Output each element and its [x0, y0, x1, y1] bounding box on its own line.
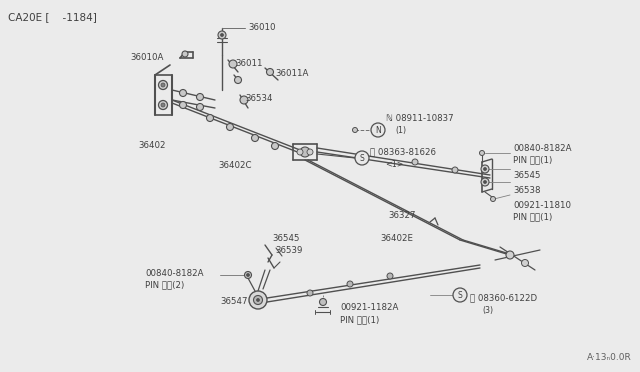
- Text: 36402C: 36402C: [218, 160, 252, 170]
- Text: 36402E: 36402E: [380, 234, 413, 243]
- Text: 36011A: 36011A: [275, 68, 308, 77]
- Text: 36538: 36538: [513, 186, 541, 195]
- Circle shape: [522, 260, 529, 266]
- Circle shape: [234, 77, 241, 83]
- Text: 00921-11810: 00921-11810: [513, 201, 571, 209]
- Circle shape: [481, 165, 489, 173]
- Circle shape: [479, 151, 484, 155]
- Circle shape: [307, 290, 313, 296]
- Text: (3): (3): [482, 305, 493, 314]
- Text: 36547: 36547: [220, 298, 248, 307]
- Text: 36327: 36327: [388, 211, 415, 219]
- Circle shape: [257, 298, 259, 301]
- Circle shape: [453, 288, 467, 302]
- Circle shape: [179, 90, 186, 96]
- Text: S: S: [458, 291, 462, 299]
- Text: A·13ₙ0.0R: A·13ₙ0.0R: [588, 353, 632, 362]
- Circle shape: [182, 51, 188, 57]
- Circle shape: [161, 103, 165, 107]
- Circle shape: [355, 151, 369, 165]
- Text: Ⓢ 08363-81626: Ⓢ 08363-81626: [370, 148, 436, 157]
- Circle shape: [347, 281, 353, 287]
- Circle shape: [506, 251, 514, 259]
- Text: PIN ビン(2): PIN ビン(2): [145, 280, 184, 289]
- Circle shape: [229, 60, 237, 68]
- Circle shape: [218, 31, 226, 39]
- Circle shape: [483, 167, 486, 170]
- Circle shape: [483, 180, 486, 183]
- Text: ℕ 08911-10837: ℕ 08911-10837: [386, 113, 454, 122]
- Circle shape: [490, 196, 495, 202]
- Text: 36539: 36539: [275, 246, 302, 254]
- Text: CA20E [    -1184]: CA20E [ -1184]: [8, 12, 97, 22]
- Circle shape: [246, 273, 250, 276]
- Text: (1): (1): [395, 125, 406, 135]
- Circle shape: [271, 142, 278, 150]
- Circle shape: [481, 178, 489, 186]
- Circle shape: [387, 273, 393, 279]
- Circle shape: [371, 123, 385, 137]
- Circle shape: [249, 291, 267, 309]
- Circle shape: [159, 80, 168, 90]
- Circle shape: [353, 128, 358, 132]
- Text: Ⓢ 08360-6122D: Ⓢ 08360-6122D: [470, 294, 537, 302]
- Circle shape: [221, 33, 223, 36]
- Text: 36534: 36534: [245, 93, 273, 103]
- Text: 00840-8182A: 00840-8182A: [513, 144, 572, 153]
- Text: 36545: 36545: [513, 170, 541, 180]
- Circle shape: [161, 83, 165, 87]
- Circle shape: [240, 96, 248, 104]
- Circle shape: [207, 115, 214, 122]
- Circle shape: [179, 102, 186, 109]
- Text: N: N: [375, 125, 381, 135]
- Circle shape: [307, 149, 313, 155]
- Circle shape: [244, 272, 252, 279]
- Text: 36545: 36545: [272, 234, 300, 243]
- Text: 36010: 36010: [248, 22, 275, 32]
- Text: <1>: <1>: [385, 160, 403, 169]
- Text: PIN ビン(1): PIN ビン(1): [513, 155, 552, 164]
- Text: S: S: [360, 154, 364, 163]
- Text: PIN ビン(1): PIN ビン(1): [340, 315, 380, 324]
- Circle shape: [196, 103, 204, 110]
- Circle shape: [253, 295, 262, 305]
- Circle shape: [319, 298, 326, 305]
- Text: 00840-8182A: 00840-8182A: [145, 269, 204, 279]
- Circle shape: [252, 135, 259, 141]
- Circle shape: [412, 159, 418, 165]
- Circle shape: [266, 68, 273, 76]
- Circle shape: [452, 167, 458, 173]
- Text: 36011: 36011: [235, 58, 262, 67]
- Text: 00921-1182A: 00921-1182A: [340, 304, 398, 312]
- Circle shape: [300, 147, 310, 157]
- Circle shape: [227, 124, 234, 131]
- Circle shape: [159, 100, 168, 109]
- Text: PIN ビン(1): PIN ビン(1): [513, 212, 552, 221]
- Circle shape: [297, 149, 303, 155]
- Circle shape: [196, 93, 204, 100]
- Text: 36402: 36402: [138, 141, 166, 150]
- Text: 36010A: 36010A: [130, 52, 163, 61]
